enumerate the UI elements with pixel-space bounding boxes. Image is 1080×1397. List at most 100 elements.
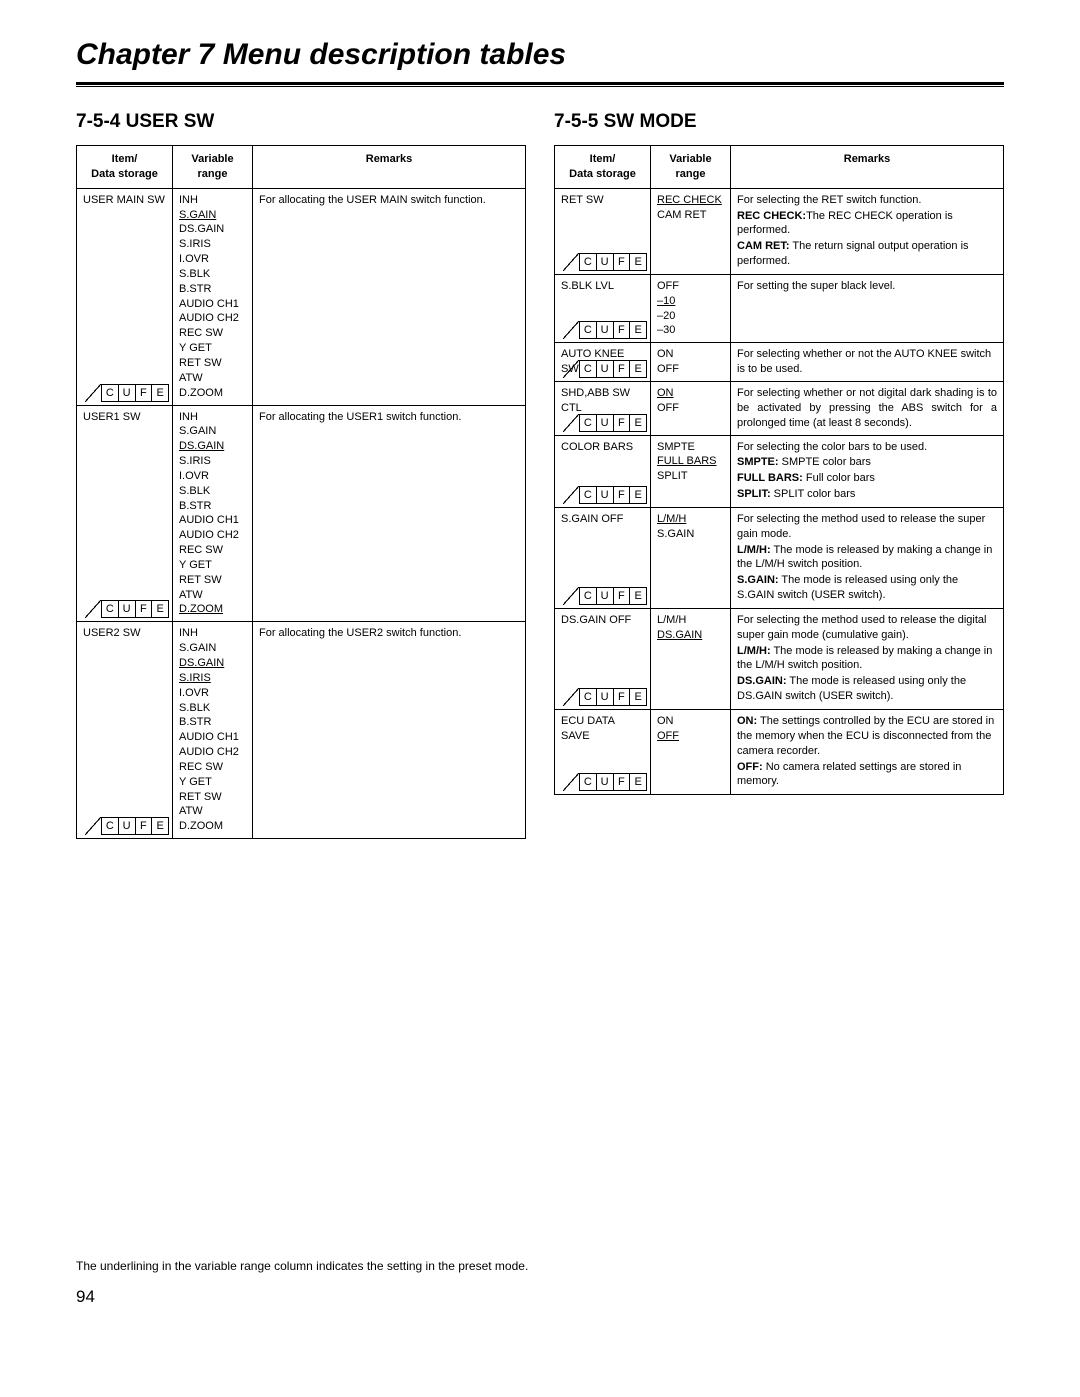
remarks-def: L/M/H: The mode is released by making a … [737, 543, 997, 573]
vr-cell: INHS.GAINDS.GAINS.IRISI.OVRS.BLKB.STRAUD… [173, 622, 253, 839]
cufe-indicator: CUFE [558, 360, 647, 378]
cufe-box: E [152, 385, 168, 401]
page-number: 94 [76, 1287, 1004, 1307]
cufe-box: C [580, 254, 597, 270]
vr-option: SPLIT [657, 469, 724, 484]
item-cell: S.BLK LVLCUFE [555, 274, 651, 342]
vr-option: D.ZOOM [179, 602, 246, 617]
table-row: SHD,ABB SW CTLCUFEONOFFFor selecting whe… [555, 381, 1004, 435]
cufe-box: E [630, 361, 646, 377]
vr-option: OFF [657, 279, 724, 294]
vr-cell: SMPTEFULL BARSSPLIT [651, 435, 731, 507]
table-row: USER2 SW CUFEINHS.GAINDS.GAINS.IRISI.OVRS… [77, 622, 526, 839]
vr-option: S.GAIN [179, 208, 246, 223]
vr-option: REC SW [179, 760, 246, 775]
remarks-cell: ON: The settings controlled by the ECU a… [731, 710, 1004, 795]
cufe-box: E [630, 487, 646, 503]
remarks-cell: For selecting the color bars to be used.… [731, 435, 1004, 507]
cufe-box: U [597, 254, 614, 270]
variable-range-list: L/M/HDS.GAIN [657, 613, 724, 643]
remarks-cell: For selecting whether or not digital dar… [731, 381, 1004, 435]
remarks-cell: For selecting the method used to release… [731, 507, 1004, 608]
vr-option: B.STR [179, 715, 246, 730]
remarks-line: For selecting the color bars to be used. [737, 440, 997, 455]
table-row: USER1 SWCUFEINHS.GAINDS.GAINS.IRISI.OVRS… [77, 405, 526, 622]
cufe-box: F [136, 818, 153, 834]
th-item: Item/ Data storage [77, 146, 173, 189]
remarks-cell: For selecting the RET switch function.RE… [731, 188, 1004, 274]
vr-option: L/M/H [657, 613, 724, 628]
cufe-box: E [630, 588, 646, 604]
remarks-stack: For selecting the RET switch function.RE… [737, 193, 997, 269]
vr-option: I.OVR [179, 686, 246, 701]
item-cell: DS.GAIN OFFCUFE [555, 608, 651, 709]
cufe-indicator: CUFE [558, 587, 647, 605]
item-cell: SHD,ABB SW CTLCUFE [555, 381, 651, 435]
vr-option: OFF [657, 362, 724, 377]
remarks-def: L/M/H: The mode is released by making a … [737, 644, 997, 674]
item-name: USER2 SW [83, 626, 166, 641]
remarks-cell: For allocating the USER2 switch function… [253, 622, 526, 839]
vr-option: I.OVR [179, 469, 246, 484]
th-vr: Variable range [173, 146, 253, 189]
vr-option: REC CHECK [657, 193, 724, 208]
cufe-box: F [614, 774, 631, 790]
cufe-box: U [597, 322, 614, 338]
remarks-def: FULL BARS: Full color bars [737, 471, 997, 486]
item-name: COLOR BARS [561, 440, 644, 455]
vr-option: Y GET [179, 558, 246, 573]
cufe-box: F [614, 487, 631, 503]
remarks-text: For setting the super black level. [737, 279, 997, 294]
cufe-box: F [614, 415, 631, 431]
vr-option: I.OVR [179, 252, 246, 267]
vr-option: D.ZOOM [179, 386, 246, 401]
th-item: Item/ Data storage [555, 146, 651, 189]
item-name: USER1 SW [83, 410, 166, 425]
vr-option: –10 [657, 294, 724, 309]
vr-option: REC SW [179, 326, 246, 341]
item-name: RET SW [561, 193, 644, 208]
cufe-box: C [580, 588, 597, 604]
vr-option: DS.GAIN [179, 222, 246, 237]
item-cell: USER1 SW CUFE [77, 405, 173, 622]
vr-option: AUDIO CH1 [179, 513, 246, 528]
table-row: AUTO KNEE SWCUFEONOFFFor selecting wheth… [555, 343, 1004, 382]
vr-option: DS.GAIN [179, 656, 246, 671]
variable-range-list: ONOFF [657, 714, 724, 744]
item-cell: RET SWCUFE [555, 188, 651, 274]
footnote: The underlining in the variable range co… [76, 1259, 1004, 1273]
remarks-def: DS.GAIN: The mode is released using only… [737, 674, 997, 704]
cufe-indicator: CUFE [558, 321, 647, 339]
variable-range-list: L/M/HS.GAIN [657, 512, 724, 542]
sw-mode-table: Item/ Data storage Variable range Remark… [554, 145, 1004, 795]
vr-option: ON [657, 714, 724, 729]
cufe-box: C [580, 361, 597, 377]
cufe-box: C [580, 689, 597, 705]
th-remarks: Remarks [253, 146, 526, 189]
vr-option: AUDIO CH2 [179, 745, 246, 760]
vr-option: L/M/H [657, 512, 724, 527]
vr-option: RET SW [179, 356, 246, 371]
vr-option: DS.GAIN [179, 439, 246, 454]
cufe-box: F [614, 254, 631, 270]
cufe-indicator: CUFE [80, 817, 169, 835]
remarks-cell: For setting the super black level. [731, 274, 1004, 342]
vr-option: AUDIO CH2 [179, 311, 246, 326]
remarks-text: For allocating the USER2 switch function… [259, 626, 519, 641]
cufe-box: F [136, 601, 153, 617]
cufe-box: U [597, 689, 614, 705]
vr-option: ATW [179, 804, 246, 819]
item-cell: USER MAIN SWCUFE [77, 188, 173, 405]
vr-cell: ONOFF [651, 343, 731, 382]
item-cell: ECU DATA SAVECUFE [555, 710, 651, 795]
cufe-box: U [597, 774, 614, 790]
cufe-box: C [580, 774, 597, 790]
vr-cell: OFF–10–20–30 [651, 274, 731, 342]
cufe-indicator: CUFE [80, 600, 169, 618]
remarks-stack: ON: The settings controlled by the ECU a… [737, 714, 997, 789]
vr-cell: L/M/HS.GAIN [651, 507, 731, 608]
cufe-box: U [119, 818, 136, 834]
cufe-box: E [152, 818, 168, 834]
vr-cell: ONOFF [651, 381, 731, 435]
variable-range-list: SMPTEFULL BARSSPLIT [657, 440, 724, 485]
